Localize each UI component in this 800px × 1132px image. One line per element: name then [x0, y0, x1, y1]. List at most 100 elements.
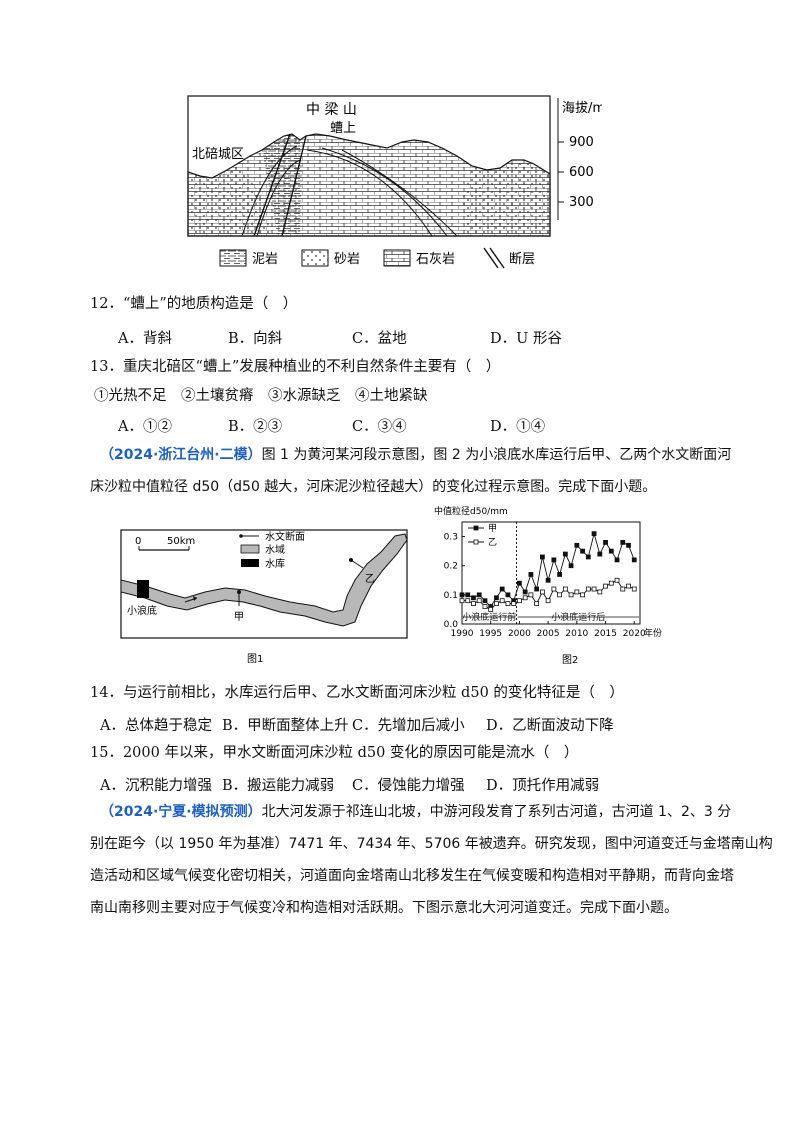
- label-jia: 甲: [234, 612, 244, 623]
- data-point-yi: [631, 586, 637, 592]
- elevation-tick: 900: [569, 135, 594, 150]
- data-point-yi: [614, 577, 620, 583]
- intro2-source: （2024·宁夏·模拟预测）: [100, 804, 262, 820]
- data-point-jia: [608, 548, 614, 554]
- fault-legend-icon: [483, 247, 505, 269]
- x-tick-label: 2000: [508, 629, 531, 639]
- data-point-jia: [585, 554, 591, 560]
- legend-mudstone: 泥岩: [252, 252, 278, 267]
- q13-stem: 13．重庆北碚区“螬上”发展种植业的不利自然条件主要有（ ）: [90, 359, 501, 375]
- legend-sandstone: 砂岩: [334, 252, 360, 267]
- y-tick-label: 0.3: [444, 533, 458, 543]
- q14-option-c[interactable]: C．先增加后减小: [352, 718, 465, 734]
- river-water: [120, 533, 408, 627]
- q15-option-b[interactable]: B．搬运能力减弱: [222, 778, 335, 794]
- annotation-before: 小浪底运行前: [462, 611, 516, 623]
- y-tick-label: 0.1: [444, 591, 458, 601]
- data-point-jia: [614, 557, 620, 563]
- q12-option-c[interactable]: C．盆地: [352, 331, 407, 347]
- x-tick-label: 2005: [537, 629, 560, 639]
- intro1-source: （2024·浙江台州·二模）: [100, 447, 262, 463]
- legend-marker-jia: [473, 525, 479, 531]
- series-line-yi: [462, 579, 635, 610]
- q14-option-a[interactable]: A．总体趋于稳定: [100, 718, 212, 734]
- data-point-jia: [499, 586, 505, 592]
- data-point-yi: [494, 601, 499, 606]
- data-point-yi: [528, 592, 534, 598]
- scale-zero: 0: [135, 536, 141, 547]
- station-yi-line: [350, 559, 364, 569]
- fold-lines: [241, 145, 458, 237]
- fig1-legend: 水文断面 水域 水库: [239, 530, 305, 570]
- annotation-after: 小浪底运行后: [551, 611, 605, 623]
- y-tick-label: 0.2: [444, 562, 458, 572]
- q13-option-b[interactable]: B．②③: [228, 419, 283, 435]
- data-point-jia: [517, 580, 522, 586]
- data-point-jia: [539, 554, 545, 560]
- data-point-yi: [620, 586, 626, 592]
- q12-option-b[interactable]: B．向斜: [228, 331, 283, 347]
- data-point-jia: [465, 592, 471, 598]
- data-point-yi: [505, 601, 511, 606]
- data-point-jia: [620, 540, 626, 545]
- q14-option-b[interactable]: B．甲断面整体上升: [222, 718, 349, 734]
- elevation-axis-title: 海拔/m: [562, 101, 602, 116]
- data-point-jia: [476, 592, 482, 598]
- chart-ylabel: 中值粒径d50/mm: [434, 505, 508, 517]
- x-tick-label: 2010: [565, 629, 588, 639]
- fig1-caption: 图1: [247, 653, 263, 665]
- data-point-jia: [505, 592, 511, 598]
- data-point-jia: [557, 572, 563, 577]
- legend-marker-yi: [473, 539, 479, 545]
- legend-reservoir: 水库: [265, 557, 285, 570]
- fig2-d50-chart: 中值粒径d50/mm 0.0 0.1 0.2 0.3 1990 1995 2000 2005 2…: [434, 505, 662, 666]
- q14-option-d[interactable]: D．乙断面波动下降: [486, 718, 614, 734]
- x-tick-label: 1990: [451, 629, 474, 639]
- data-point-yi: [562, 586, 568, 592]
- reservoir-mark: [137, 580, 149, 598]
- data-point-jia: [597, 551, 603, 557]
- data-point-jia: [545, 577, 551, 583]
- data-point-jia: [494, 595, 499, 601]
- label-yi: 乙: [365, 573, 375, 585]
- section-legend: 泥岩 砂岩 石灰岩 断层: [219, 247, 535, 269]
- legend-water: 水域: [265, 543, 285, 556]
- q13-items: ①光热不足 ②土壤贫瘠 ③水源缺乏 ④土地紧缺: [94, 388, 428, 404]
- data-point-yi: [626, 583, 631, 589]
- q15-option-d[interactable]: D．顶托作用减弱: [486, 778, 600, 794]
- q15-stem: 15．2000 年以来，甲水文断面河床沙粒 d50 变化的原因可能是流水（ ）: [90, 745, 579, 761]
- q12-option-d[interactable]: D．U 形谷: [490, 331, 562, 347]
- chart-xlabel: 年份: [644, 627, 662, 639]
- q15-option-c[interactable]: C．侵蚀能力增强: [352, 778, 465, 794]
- mountain-name: 中 梁 山: [306, 102, 357, 118]
- intro2-line3: 造活动和区域气候变化密切相关，河道面向金塔南山北移发生在气候变暖和构造相对平静期…: [90, 868, 734, 884]
- data-point-jia: [631, 557, 637, 563]
- data-point-yi: [476, 598, 482, 604]
- data-point-jia: [626, 542, 631, 548]
- label-xiaolangdi: 小浪底: [127, 604, 157, 617]
- data-point-jia: [591, 531, 597, 537]
- data-point-yi: [597, 589, 603, 595]
- legend-label-yi: 乙: [488, 537, 497, 548]
- data-point-yi: [545, 598, 551, 604]
- q14-stem: 14．与运行前相比，水库运行后甲、乙水文断面河床沙粒 d50 的变化特征是（ ）: [90, 685, 624, 701]
- geologic-section-figure: 中 梁 山 螬上 北碚城区 海拔/m 900 600 300 泥岩 砂岩 石灰岩…: [187, 95, 602, 269]
- data-point-yi: [517, 598, 522, 604]
- q15-option-a[interactable]: A．沉积能力增强: [100, 778, 212, 794]
- data-point-yi: [585, 586, 591, 592]
- q13-option-a[interactable]: A．①②: [118, 419, 172, 435]
- q13-option-d[interactable]: D．①④: [490, 419, 546, 435]
- data-point-jia: [522, 589, 528, 595]
- q12-option-a[interactable]: A．背斜: [118, 331, 172, 347]
- q13-option-c[interactable]: C．③④: [352, 419, 407, 435]
- station-yi-dot: [349, 558, 353, 562]
- elevation-tick: 300: [569, 195, 594, 210]
- data-point-yi: [459, 598, 465, 604]
- data-point-yi: [580, 592, 585, 598]
- data-point-jia: [528, 572, 534, 577]
- station-jia-dot: [237, 590, 241, 594]
- x-tick-label: 1995: [479, 629, 502, 639]
- data-point-yi: [591, 586, 597, 592]
- data-point-yi: [511, 601, 517, 606]
- data-point-jia: [568, 563, 574, 569]
